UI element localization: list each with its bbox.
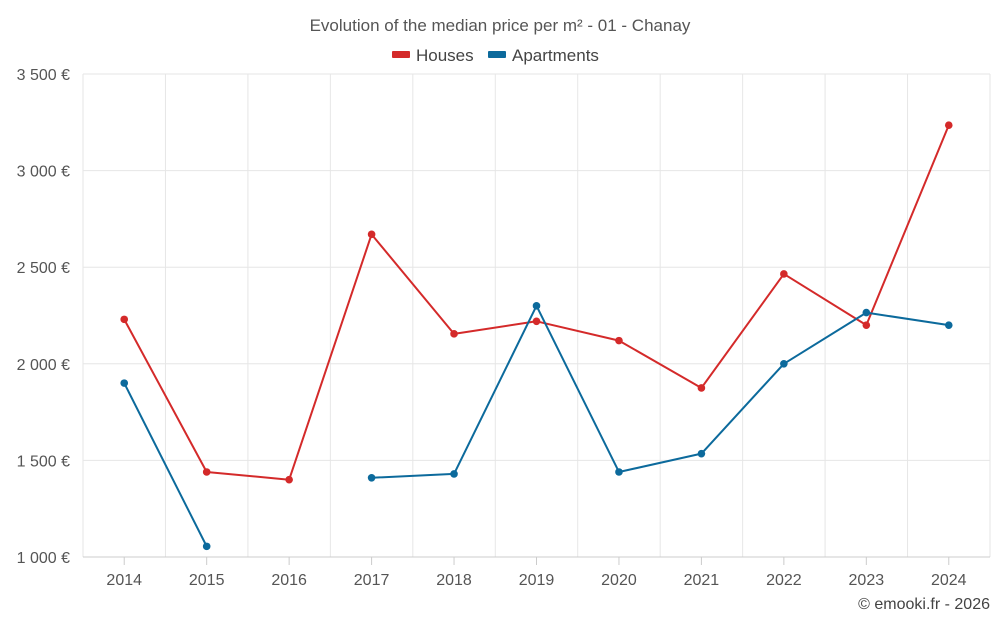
series-houses	[120, 121, 953, 484]
x-tick-label: 2018	[436, 572, 472, 589]
grid	[82, 73, 991, 558]
x-tick-label: 2019	[519, 572, 555, 589]
legend-label-houses[interactable]: Houses	[416, 46, 474, 65]
data-point-houses[interactable]	[450, 330, 458, 338]
data-point-apartments[interactable]	[120, 379, 129, 387]
data-point-houses[interactable]	[120, 315, 129, 324]
x-tick-label: 2024	[931, 572, 967, 589]
data-point-apartments[interactable]	[367, 473, 376, 482]
y-tick-label: 1 500 €	[17, 453, 70, 470]
legend-swatch-apartments	[488, 51, 506, 58]
series-apartments	[120, 302, 953, 551]
data-point-houses[interactable]	[367, 230, 376, 239]
legend-swatch-houses	[392, 51, 410, 58]
data-point-apartments[interactable]	[615, 468, 623, 476]
data-point-houses[interactable]	[780, 270, 788, 278]
data-point-apartments[interactable]	[944, 321, 953, 329]
legend: Houses Apartments	[392, 46, 599, 65]
data-point-houses[interactable]	[862, 321, 871, 329]
series-group	[120, 121, 953, 551]
data-point-apartments[interactable]	[532, 302, 541, 310]
series-line-apartments	[370, 304, 950, 479]
data-point-apartments[interactable]	[780, 360, 788, 368]
x-tick-label: 2021	[684, 572, 720, 589]
data-point-houses[interactable]	[285, 475, 293, 484]
y-tick-label: 3 500 €	[17, 67, 70, 84]
data-point-houses[interactable]	[697, 384, 706, 392]
y-axis: 1 000 € 1 500 € 2 000 € 2 500 € 3 000 € 3 500…	[17, 67, 70, 567]
x-tick-label: 2017	[354, 572, 390, 589]
y-tick-label: 3 000 €	[17, 164, 70, 181]
y-tick-label: 1 000 €	[17, 550, 70, 567]
credit-text: © emooki.fr - 2026	[858, 596, 990, 613]
x-tick-label: 2016	[271, 572, 307, 589]
data-point-houses[interactable]	[615, 336, 623, 345]
data-point-apartments[interactable]	[697, 449, 706, 458]
x-tick-label: 2023	[849, 572, 885, 589]
data-point-houses[interactable]	[532, 317, 541, 326]
data-point-houses[interactable]	[944, 121, 953, 129]
data-point-apartments[interactable]	[450, 470, 458, 478]
series-line-apartments	[123, 382, 208, 548]
x-axis: 2014 2015 2016 2017 2018 2019 2020 2021 2022 2023…	[83, 556, 990, 589]
y-tick-label: 2 500 €	[17, 260, 70, 277]
data-point-houses[interactable]	[202, 468, 211, 476]
x-tick-label: 2015	[189, 572, 225, 589]
x-tick-label: 2020	[601, 572, 637, 589]
data-point-apartments[interactable]	[202, 542, 211, 551]
chart-title: Evolution of the median price per m² - 0…	[310, 16, 691, 35]
y-tick-label: 2 000 €	[17, 357, 70, 374]
x-tick-label: 2022	[766, 572, 802, 589]
legend-label-apartments[interactable]: Apartments	[512, 46, 599, 65]
x-tick-label: 2014	[106, 572, 142, 589]
data-point-apartments[interactable]	[862, 308, 871, 317]
